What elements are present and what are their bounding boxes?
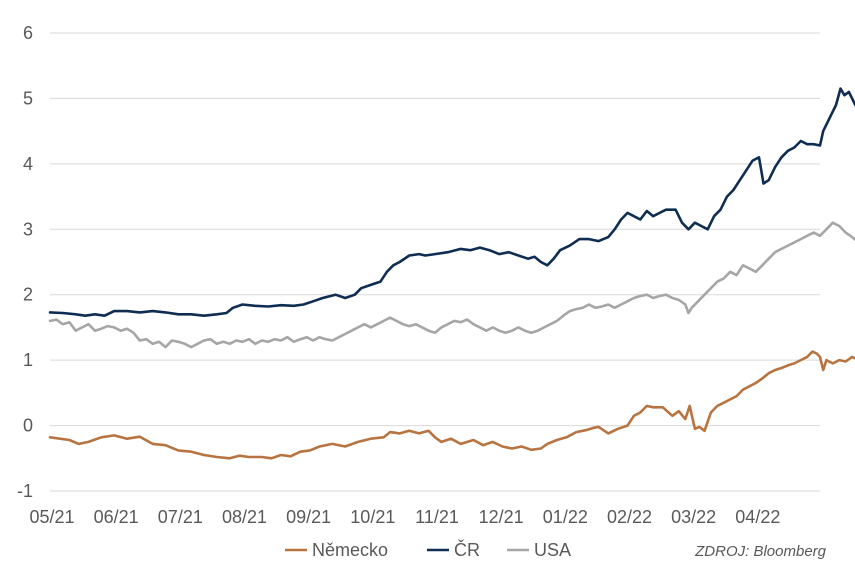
legend-label: USA xyxy=(534,540,571,560)
y-tick-label: -1 xyxy=(17,481,33,501)
y-tick-label: 0 xyxy=(23,416,33,436)
series-line-2 xyxy=(48,221,855,349)
y-tick-label: 4 xyxy=(23,154,33,174)
y-tick-label: 6 xyxy=(23,23,33,43)
x-tick-label: 11/21 xyxy=(415,507,459,527)
legend-label: Německo xyxy=(312,540,388,560)
y-tick-label: 5 xyxy=(23,88,33,108)
x-tick-label: 02/22 xyxy=(607,507,652,527)
series-line-1 xyxy=(48,87,855,317)
series-lines xyxy=(48,87,855,460)
y-tick-label: 1 xyxy=(23,350,33,370)
x-tick-label: 04/22 xyxy=(735,507,780,527)
y-axis-ticks: -1 0 1 2 3 4 5 6 xyxy=(17,23,33,501)
x-tick-label: 03/22 xyxy=(671,507,716,527)
legend: Německo ČR USA xyxy=(285,539,571,560)
x-tick-label: 08/21 xyxy=(222,507,267,527)
x-tick-label: 07/21 xyxy=(158,507,203,527)
y-tick-label: 3 xyxy=(23,219,33,239)
legend-label: ČR xyxy=(454,539,480,560)
x-axis-ticks: 05/21 06/21 07/21 08/21 09/21 10/21 11/21 12/21… xyxy=(29,507,780,527)
x-tick-label: 01/22 xyxy=(543,507,588,527)
y-tick-label: 2 xyxy=(23,285,33,305)
source-note: ZDROJ: Bloomberg xyxy=(694,543,827,560)
x-tick-label: 09/21 xyxy=(286,507,331,527)
x-tick-label: 10/21 xyxy=(350,507,395,527)
x-tick-label: 05/21 xyxy=(29,507,74,527)
x-tick-label: 06/21 xyxy=(94,507,139,527)
x-tick-label: 12/21 xyxy=(479,507,524,527)
series-line-0 xyxy=(48,350,855,460)
gridlines xyxy=(50,32,820,427)
